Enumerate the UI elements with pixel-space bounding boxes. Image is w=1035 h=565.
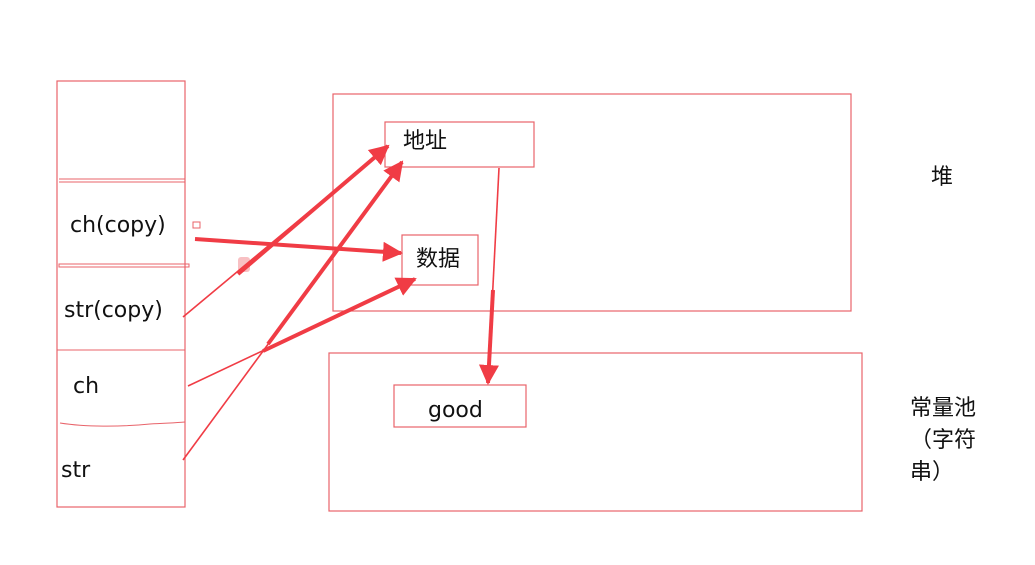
- heap-label: 堆: [931, 165, 953, 190]
- constant-pool-box: [328, 352, 863, 512]
- heap-data-label: 数据: [416, 247, 460, 272]
- constant-pool-label-line3: 串）: [910, 460, 954, 485]
- arrow-ch-to-data-thick: [262, 277, 417, 353]
- heap-box: [332, 93, 852, 312]
- heap-region: 地址 数据 堆: [332, 93, 953, 312]
- arrow-str-to-address-thick: [266, 160, 404, 346]
- constant-pool-region: good 常量池 （字符 串）: [328, 352, 976, 512]
- string-good-box: [393, 384, 527, 428]
- string-good-label: good: [428, 398, 483, 423]
- arrow-str-copy-to-address-thick: [236, 144, 390, 276]
- stack-divider-2: [58, 263, 190, 268]
- arrow-address-to-good-thick: [478, 289, 499, 385]
- constant-pool-label-line1: 常量池: [910, 396, 976, 421]
- constant-pool-label-line2: （字符: [910, 428, 976, 453]
- handle-mark: [192, 221, 201, 229]
- stack-cell-str: str: [61, 458, 91, 483]
- stack-column: ch(copy) str(copy) ch str: [56, 80, 190, 508]
- stack-cell-ch: ch: [73, 374, 99, 399]
- stack-cell-str-copy: str(copy): [64, 298, 163, 323]
- stack-divider-4: [59, 421, 186, 427]
- arrow-ch-copy-to-data: [194, 237, 403, 262]
- arrows: [182, 144, 500, 461]
- heap-address-label: 地址: [403, 129, 447, 154]
- stack-frame: [56, 80, 186, 508]
- heap-address-box: [384, 121, 535, 168]
- stack-cell-ch-copy: ch(copy): [70, 213, 166, 238]
